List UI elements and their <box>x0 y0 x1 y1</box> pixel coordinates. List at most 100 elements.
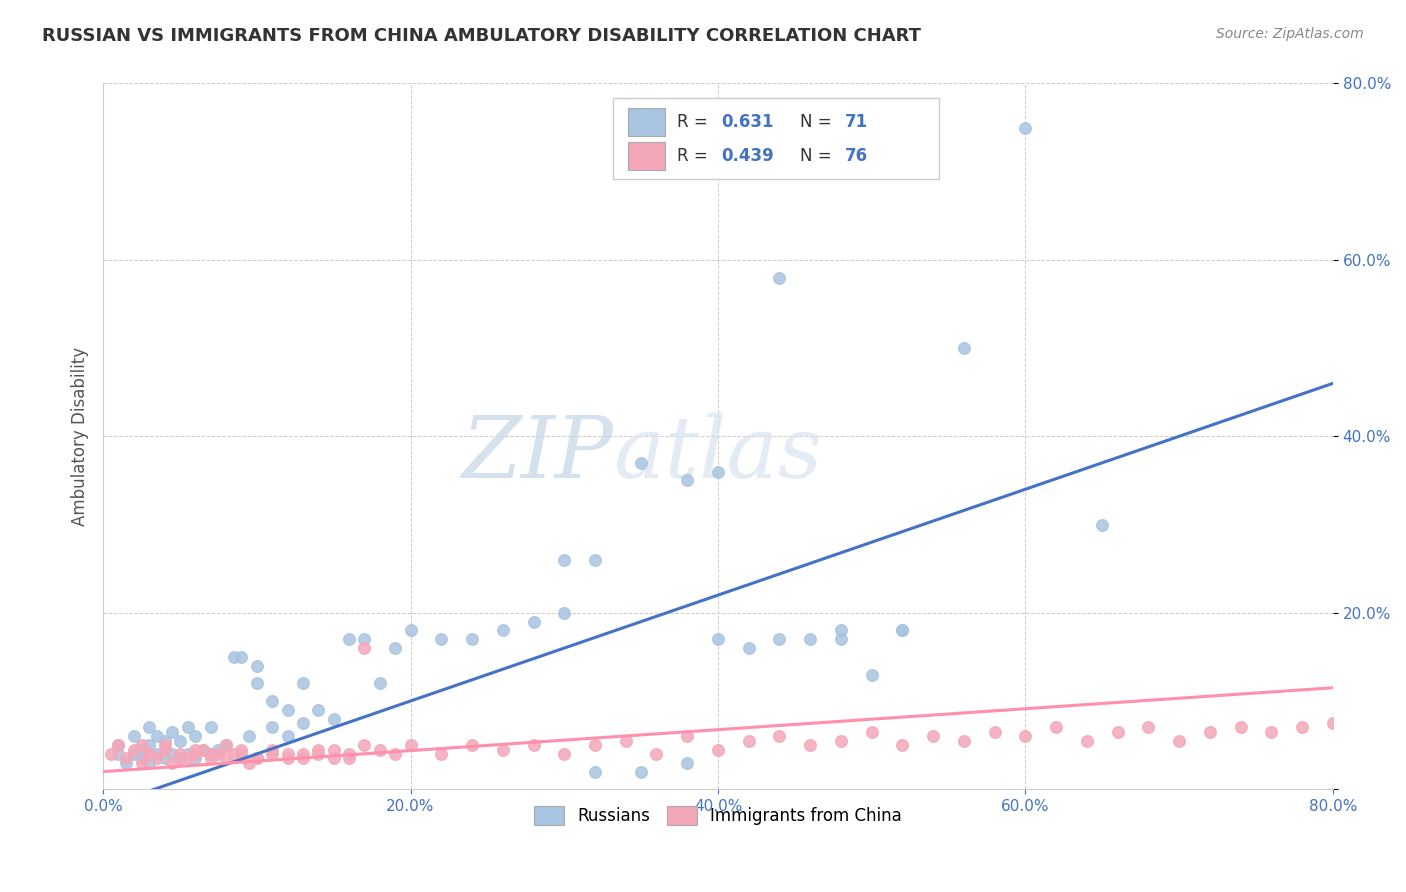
Point <box>1198 724 1220 739</box>
Point <box>146 751 169 765</box>
Point <box>231 747 253 761</box>
Point <box>231 649 253 664</box>
Point <box>215 751 238 765</box>
Point <box>222 747 245 761</box>
Point <box>1260 724 1282 739</box>
Point <box>353 632 375 647</box>
Point <box>322 712 344 726</box>
Point <box>522 738 544 752</box>
Point <box>368 676 391 690</box>
Point <box>231 742 253 756</box>
Point <box>176 747 198 761</box>
Point <box>676 756 699 770</box>
Point <box>222 649 245 664</box>
Point <box>553 747 575 761</box>
Point <box>799 738 821 752</box>
Text: RUSSIAN VS IMMIGRANTS FROM CHINA AMBULATORY DISABILITY CORRELATION CHART: RUSSIAN VS IMMIGRANTS FROM CHINA AMBULAT… <box>42 27 921 45</box>
Text: N =: N = <box>800 113 837 131</box>
Y-axis label: Ambulatory Disability: Ambulatory Disability <box>72 347 89 526</box>
Point <box>953 341 976 355</box>
Point <box>184 751 207 765</box>
Point <box>860 724 883 739</box>
Point <box>153 738 176 752</box>
Point <box>461 738 484 752</box>
Point <box>583 553 606 567</box>
Text: ZIP: ZIP <box>461 413 613 495</box>
Point <box>162 747 184 761</box>
Point <box>1168 733 1191 747</box>
Text: 0.439: 0.439 <box>721 147 775 165</box>
Point <box>115 756 138 770</box>
Point <box>630 764 652 779</box>
Point <box>492 742 515 756</box>
Point <box>200 751 222 765</box>
Point <box>207 747 229 761</box>
Point <box>399 738 422 752</box>
Point <box>138 747 160 761</box>
Point <box>262 742 284 756</box>
Point <box>131 738 153 752</box>
Point <box>131 751 153 765</box>
Legend: Russians, Immigrants from China: Russians, Immigrants from China <box>526 798 910 834</box>
Point <box>353 738 375 752</box>
Point <box>430 747 453 761</box>
Point <box>131 742 153 756</box>
Point <box>246 751 269 765</box>
Point <box>100 747 122 761</box>
Point <box>131 756 153 770</box>
Point <box>107 738 129 752</box>
Point <box>215 738 238 752</box>
Point <box>122 729 145 743</box>
Point <box>891 738 914 752</box>
Point <box>246 676 269 690</box>
Point <box>291 676 314 690</box>
Point <box>1045 721 1067 735</box>
Point <box>1076 733 1098 747</box>
Point <box>399 624 422 638</box>
Text: 0.631: 0.631 <box>721 113 775 131</box>
Point <box>860 667 883 681</box>
Point <box>246 658 269 673</box>
Point <box>1229 721 1251 735</box>
Point <box>169 751 191 765</box>
Point <box>645 747 668 761</box>
Point <box>291 751 314 765</box>
FancyBboxPatch shape <box>628 108 665 136</box>
Point <box>122 747 145 761</box>
Point <box>737 641 759 656</box>
Point <box>162 724 184 739</box>
Point <box>200 747 222 761</box>
Point <box>768 270 790 285</box>
Point <box>553 553 575 567</box>
Point <box>368 742 391 756</box>
Point <box>191 742 214 756</box>
Point <box>983 724 1005 739</box>
Point <box>337 747 360 761</box>
Point <box>169 733 191 747</box>
Point <box>277 751 299 765</box>
Point <box>162 756 184 770</box>
Point <box>200 721 222 735</box>
Point <box>830 733 852 747</box>
Point <box>153 733 176 747</box>
Point <box>176 751 198 765</box>
Point <box>322 751 344 765</box>
Text: Source: ZipAtlas.com: Source: ZipAtlas.com <box>1216 27 1364 41</box>
Point <box>262 721 284 735</box>
Text: 76: 76 <box>845 147 868 165</box>
Point <box>1091 517 1114 532</box>
Point <box>107 747 129 761</box>
Point <box>207 742 229 756</box>
Point <box>768 632 790 647</box>
Point <box>238 756 260 770</box>
Point <box>215 738 238 752</box>
Point <box>138 721 160 735</box>
Text: R =: R = <box>678 113 713 131</box>
Point <box>291 747 314 761</box>
Point <box>614 733 637 747</box>
Point <box>176 721 198 735</box>
Point <box>737 733 759 747</box>
Text: R =: R = <box>678 147 713 165</box>
Point <box>430 632 453 647</box>
Point <box>138 756 160 770</box>
